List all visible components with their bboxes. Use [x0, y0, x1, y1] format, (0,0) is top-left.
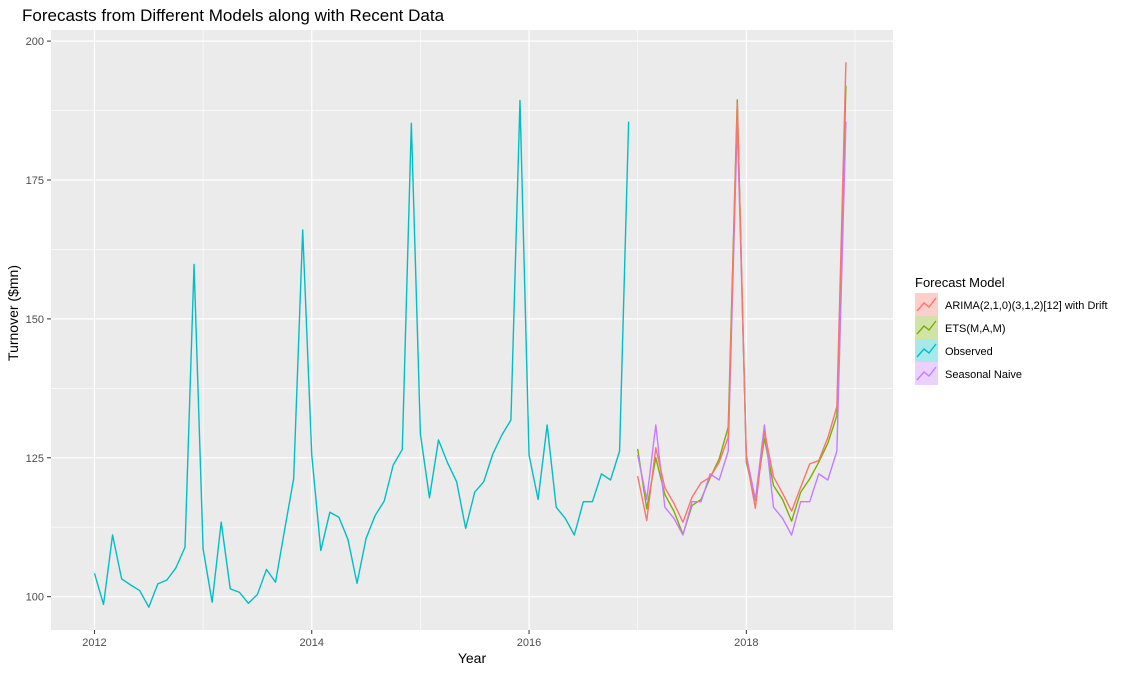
- x-axis: 2012 2014 2016 2018: [82, 630, 759, 649]
- legend-key-line: [916, 343, 937, 358]
- y-tick-label: 150: [26, 314, 44, 326]
- x-axis-title: Year: [458, 650, 487, 666]
- chart-title: Forecasts from Different Models along wi…: [22, 6, 445, 25]
- x-tick-label: 2016: [517, 637, 541, 649]
- x-tick-label: 2014: [300, 637, 324, 649]
- y-axis: 100 125 150 175 200: [26, 36, 51, 604]
- legend-label: Observed: [945, 346, 993, 358]
- series-line-arima-2-1-0-3-1-2-12-with-drift: [636, 62, 847, 523]
- x-tick-label: 2012: [82, 637, 106, 649]
- series-line-observed: [93, 99, 630, 608]
- series-layer: [93, 62, 847, 608]
- legend-label: Seasonal Naive: [945, 369, 1022, 381]
- y-tick-label: 200: [26, 36, 44, 48]
- legend-title: Forecast Model: [915, 275, 1005, 290]
- major-grid: [51, 30, 893, 630]
- legend-label: ARIMA(2,1,0)(3,1,2)[12] with Drift: [945, 300, 1108, 312]
- legend-key-line: [916, 297, 937, 312]
- legend-key-line: [916, 320, 937, 335]
- x-tick-label: 2018: [734, 637, 758, 649]
- plot-panel: [51, 30, 893, 630]
- legend: Forecast Model ARIMA(2,1,0)(3,1,2)[12] w…: [915, 275, 1108, 385]
- y-tick-label: 175: [26, 175, 44, 187]
- y-tick-label: 125: [26, 453, 44, 465]
- minor-grid: [51, 30, 893, 630]
- legend-label: ETS(M,A,M): [945, 323, 1006, 335]
- y-tick-label: 100: [26, 592, 44, 604]
- legend-key-line: [916, 366, 937, 381]
- y-axis-title: Turnover ($mn): [5, 265, 21, 361]
